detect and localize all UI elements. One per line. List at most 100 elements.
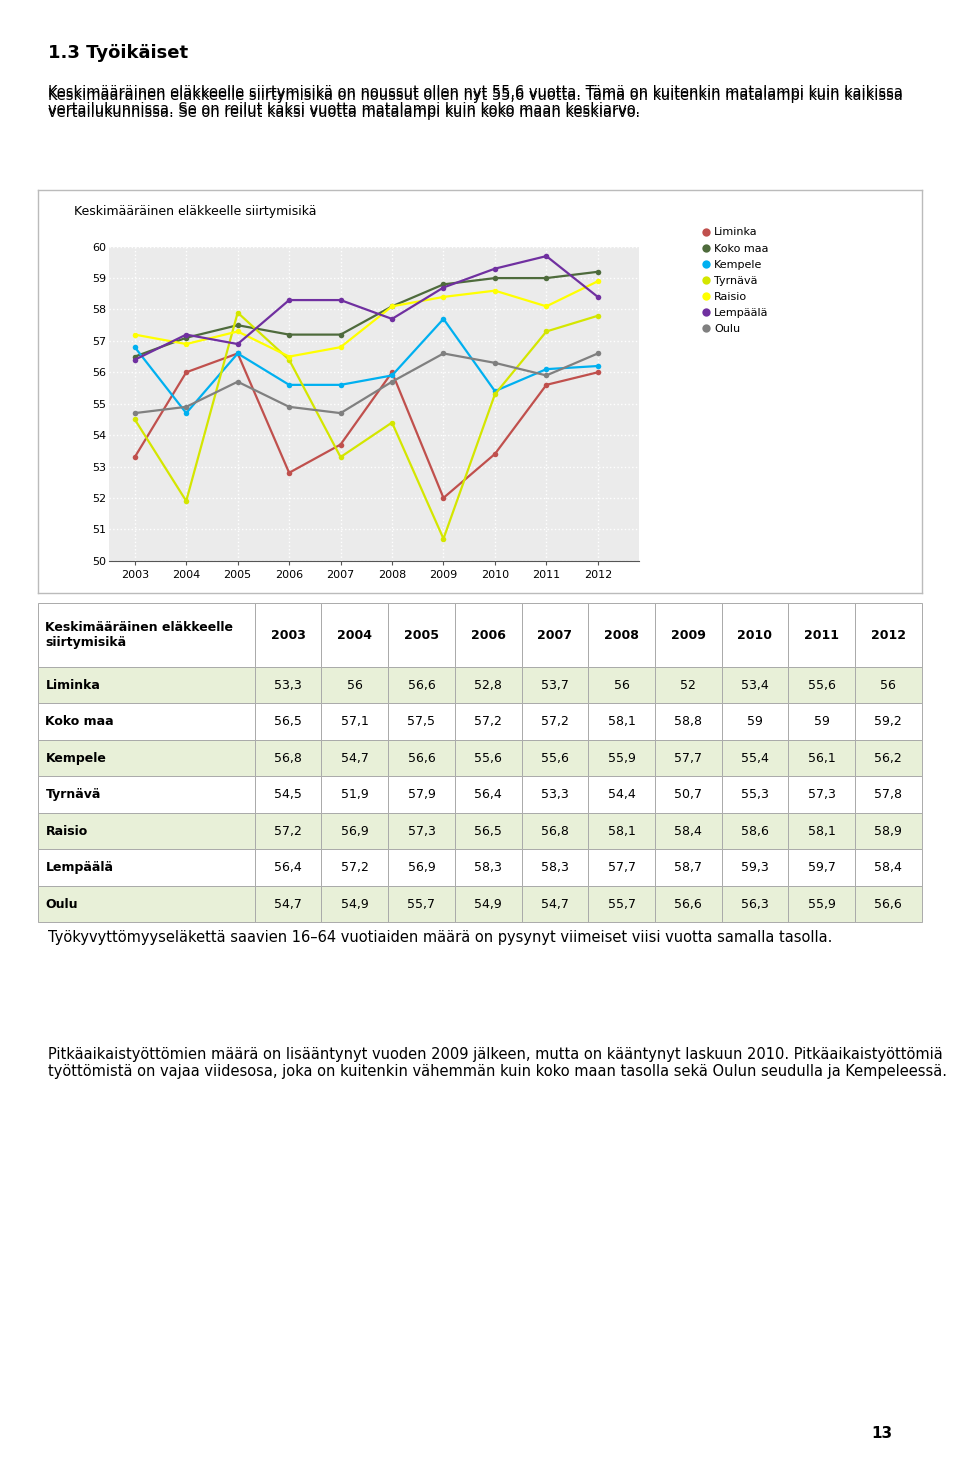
Lempäälä [129,351,140,369]
Tyrnävä [540,322,552,340]
Text: 58,3: 58,3 [540,861,568,874]
Bar [788,886,855,922]
Bar [322,668,388,704]
Bar [788,704,855,739]
Text: 59: 59 [747,716,763,728]
Bar [855,813,922,849]
Bar [722,813,788,849]
Bar [38,704,254,739]
Text: 2005: 2005 [404,628,439,641]
Tyrnävä [232,305,244,322]
Koko maa [180,329,192,347]
Bar [254,813,322,849]
Text: 56,5: 56,5 [474,824,502,837]
Line: Liminka: Liminka [132,351,601,501]
Text: 57,2: 57,2 [540,716,568,728]
Bar [655,886,722,922]
Tyrnävä [490,385,501,403]
Lempäälä [232,335,244,353]
Bar [722,739,788,776]
Text: 55,7: 55,7 [608,897,636,911]
Text: 57,8: 57,8 [875,788,902,801]
Bar [388,603,455,668]
Text: 58,4: 58,4 [875,861,902,874]
Bar [855,704,922,739]
Text: 2004: 2004 [337,628,372,641]
Bar [254,603,322,668]
Text: 52,8: 52,8 [474,679,502,691]
Bar [788,776,855,813]
Text: 55,4: 55,4 [741,751,769,764]
Text: 54,7: 54,7 [540,897,568,911]
Bar [588,849,655,886]
Bar [722,886,788,922]
Bar [455,849,521,886]
Text: 58,6: 58,6 [741,824,769,837]
Text: 56: 56 [347,679,363,691]
Bar [455,813,521,849]
Text: 58,7: 58,7 [674,861,702,874]
Oulu [335,404,347,422]
Lempäälä [592,288,604,306]
Text: 55,7: 55,7 [407,897,436,911]
Kempele [335,376,347,394]
Raisio [129,326,140,344]
Bar [588,886,655,922]
Liminka [335,436,347,454]
Bar [655,739,722,776]
Bar [38,668,254,704]
Raisio [386,297,397,315]
Bar [322,886,388,922]
Bar [322,849,388,886]
Bar [788,739,855,776]
Bar [855,603,922,668]
Bar [588,776,655,813]
Bar [788,668,855,704]
Text: 56,6: 56,6 [408,679,436,691]
Bar [521,668,588,704]
Text: 56,1: 56,1 [807,751,835,764]
Text: Lempäälä: Lempäälä [45,861,113,874]
Text: Raisio: Raisio [45,824,87,837]
Bar [38,849,254,886]
Raisio [283,348,295,366]
Bar [455,704,521,739]
Raisio [490,283,501,300]
Bar [655,603,722,668]
Kempele [540,360,552,378]
Bar [588,739,655,776]
Text: 55,6: 55,6 [474,751,502,764]
Tyrnävä [386,414,397,432]
Oulu [490,354,501,372]
Text: 55,6: 55,6 [807,679,835,691]
Tyrnävä [335,448,347,466]
Bar [455,886,521,922]
Lempäälä [283,291,295,309]
Bar [722,668,788,704]
Bar [254,776,322,813]
Lempäälä [438,278,449,296]
Bar [855,886,922,922]
Bar [322,776,388,813]
Text: 1.3 Työikäiset: 1.3 Työikäiset [48,44,188,61]
Text: 50,7: 50,7 [674,788,702,801]
Bar [855,739,922,776]
Bar [388,776,455,813]
Bar [521,849,588,886]
Line: Raisio: Raisio [132,278,601,359]
Koko maa [592,264,604,281]
Liminka [129,448,140,466]
Text: 57,9: 57,9 [408,788,436,801]
Text: 56,4: 56,4 [275,861,302,874]
Oulu [232,373,244,391]
Tyrnävä [438,530,449,548]
Bar [254,668,322,704]
Text: 55,6: 55,6 [540,751,568,764]
Kempele [283,376,295,394]
Bar [388,668,455,704]
Koko maa [335,326,347,344]
Koko maa [129,348,140,366]
Bar [388,704,455,739]
Tyrnävä [180,492,192,509]
Text: Keskimääräinen eläkkeelle siirtymisikä on noussut ollen nyt 55,6 vuotta. Tämä on: Keskimääräinen eläkkeelle siirtymisikä o… [48,88,902,120]
